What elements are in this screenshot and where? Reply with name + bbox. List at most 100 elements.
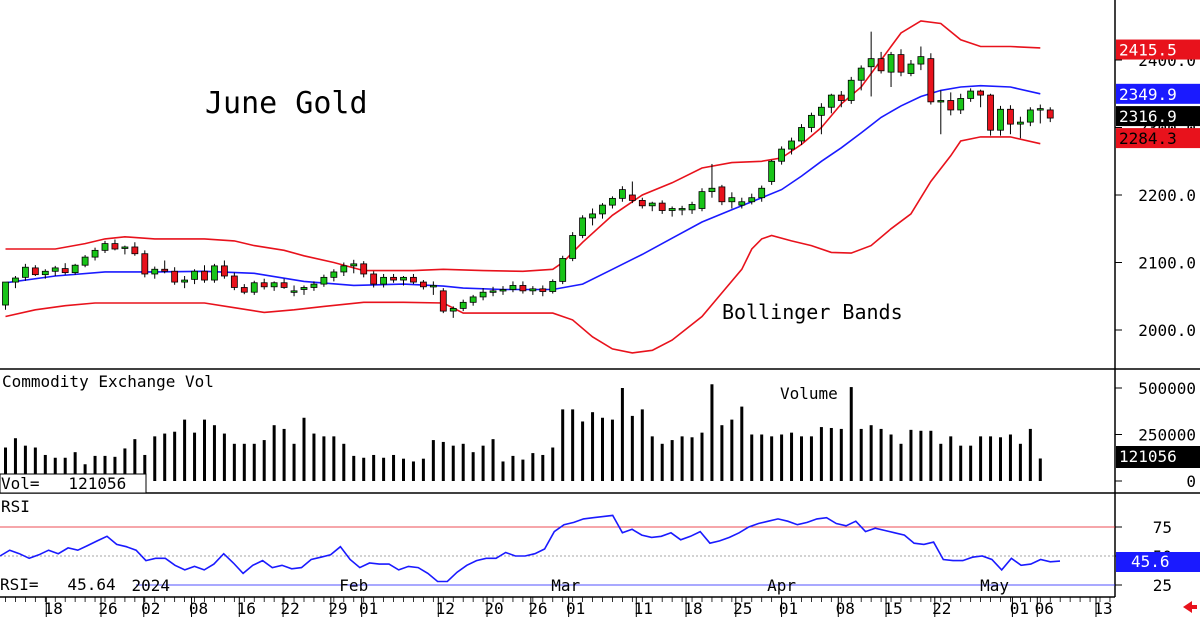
- candle-body: [917, 56, 925, 65]
- volume-bar: [849, 387, 853, 481]
- volume-bar: [889, 434, 893, 481]
- candle-body: [21, 266, 29, 278]
- rsi-tick-label: 75: [1153, 518, 1172, 537]
- candle-body: [559, 258, 567, 282]
- candle: [778, 146, 785, 165]
- volume-bar: [1008, 434, 1012, 481]
- candle: [619, 186, 626, 202]
- volume-bar: [809, 436, 813, 481]
- volume-bar: [740, 406, 744, 481]
- volume-bar: [591, 412, 595, 481]
- candle-body: [1036, 108, 1044, 111]
- x-day-label: 16: [237, 599, 256, 617]
- candle: [21, 263, 29, 281]
- scroll-arrow-icon[interactable]: [1183, 601, 1192, 613]
- volume-bar: [680, 436, 684, 481]
- volume-bar: [690, 437, 694, 481]
- candle: [788, 137, 795, 155]
- candle: [827, 93, 835, 114]
- candle-body: [987, 94, 994, 131]
- volume-bar: [212, 425, 216, 481]
- candle: [2, 281, 9, 310]
- candle: [400, 276, 407, 286]
- volume-bar: [790, 432, 794, 481]
- candle: [151, 266, 159, 279]
- bollinger-upper-line: [5, 20, 1041, 273]
- volume-bar: [640, 409, 644, 481]
- volume-bar: [342, 443, 346, 481]
- volume-bar: [441, 441, 445, 481]
- candle: [947, 92, 955, 116]
- candle: [579, 215, 586, 239]
- volume-bar: [660, 443, 664, 481]
- volume-bar: [372, 454, 376, 481]
- candle: [459, 299, 467, 312]
- volume-bar: [919, 430, 923, 481]
- candle: [101, 240, 109, 254]
- price-badge-bg: [1116, 106, 1200, 127]
- candle-body: [628, 194, 636, 201]
- scroll-arrow-stem[interactable]: [1191, 605, 1197, 609]
- candle: [648, 201, 656, 212]
- candle: [220, 260, 228, 279]
- candle-body: [141, 253, 149, 275]
- candle: [419, 280, 427, 290]
- volume-bar: [760, 434, 764, 481]
- volume-bar: [183, 419, 187, 481]
- candle: [350, 259, 358, 274]
- volume-bar: [929, 430, 933, 481]
- candle-body: [509, 285, 517, 290]
- candle: [250, 280, 258, 295]
- x-month-label: Mar: [551, 576, 580, 595]
- candle: [907, 60, 915, 77]
- volume-bar: [33, 447, 37, 481]
- candle-body: [31, 267, 39, 276]
- candle-body: [847, 79, 855, 101]
- candle: [1007, 105, 1014, 135]
- volume-bar: [670, 440, 674, 481]
- candle: [728, 192, 736, 209]
- candle: [917, 46, 925, 71]
- candle-body: [658, 202, 666, 211]
- volume-bar: [173, 431, 177, 481]
- x-day-label: 20: [484, 599, 503, 617]
- candle-body: [957, 98, 965, 111]
- candle-body: [161, 268, 169, 272]
- candle: [678, 205, 686, 216]
- candle-body: [489, 290, 497, 293]
- candle-body: [927, 58, 935, 103]
- candle-body: [788, 140, 795, 150]
- candle-body: [310, 283, 318, 288]
- volume-bar: [481, 445, 485, 481]
- candle: [957, 93, 965, 114]
- candle: [758, 185, 766, 202]
- candle-body: [579, 217, 586, 236]
- volume-bar: [710, 384, 714, 481]
- candle: [1046, 107, 1054, 123]
- candle: [997, 105, 1004, 136]
- volume-bar: [411, 461, 415, 481]
- candle-body: [81, 256, 89, 266]
- volume-bar: [819, 427, 823, 481]
- candle: [1017, 116, 1024, 139]
- volume-bar: [312, 433, 316, 481]
- candle-body: [1017, 121, 1024, 125]
- x-month-label: Feb: [339, 576, 368, 595]
- volume-bar: [362, 457, 366, 481]
- candle: [857, 65, 865, 91]
- volume-bar: [203, 419, 206, 481]
- volume-bar: [491, 439, 495, 481]
- candle-body: [121, 246, 129, 249]
- candle: [529, 286, 537, 295]
- candle: [559, 255, 567, 285]
- candle-body: [211, 265, 218, 281]
- bollinger-middle-line: [5, 84, 1041, 291]
- volume-bar: [839, 428, 843, 481]
- candle-body: [449, 307, 457, 312]
- volume-bar: [83, 464, 87, 481]
- candle: [141, 250, 149, 278]
- volume-bar: [103, 455, 107, 481]
- candle: [370, 271, 378, 288]
- volume-bar: [829, 427, 833, 481]
- candle-body: [220, 265, 228, 277]
